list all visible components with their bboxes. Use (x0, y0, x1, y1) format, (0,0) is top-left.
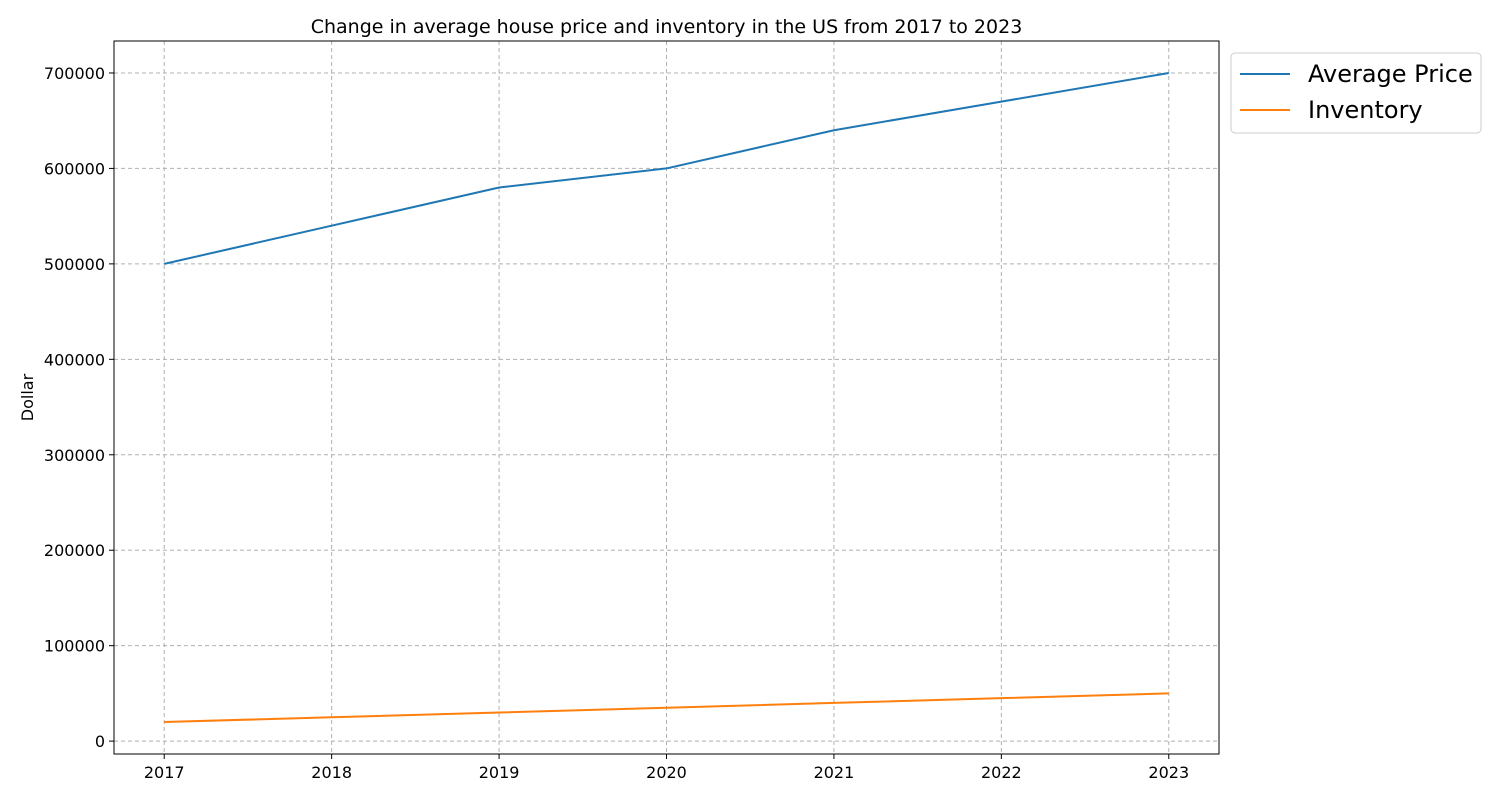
y-tick-label: 0 (95, 732, 105, 751)
y-tick-label: 700000 (44, 64, 105, 83)
legend-label: Average Price (1308, 60, 1473, 88)
x-tick-label: 2021 (814, 763, 855, 782)
y-tick-label: 400000 (44, 350, 105, 369)
y-tick-label: 200000 (44, 541, 105, 560)
x-tick-label: 2020 (646, 763, 687, 782)
axis-ticks: 2017 2018 2019 2020 2021 2022 2023 0 100000 20000… (44, 64, 1189, 782)
legend-box (1230, 52, 1482, 134)
y-tick-label: 300000 (44, 446, 105, 465)
y-tick-label: 500000 (44, 255, 105, 274)
chart-title: Change in average house price and invent… (311, 16, 1023, 38)
x-tick-label: 2022 (981, 763, 1022, 782)
series-layer (164, 71, 1169, 724)
grid (114, 41, 1219, 754)
legend-items: Average Price Inventory (1240, 60, 1473, 124)
series-line-inventory (164, 692, 1169, 724)
x-tick-label: 2019 (479, 763, 520, 782)
legend: Average Price Inventory (1230, 52, 1482, 134)
x-tick-label: 2023 (1148, 763, 1189, 782)
x-tick-label: 2018 (311, 763, 352, 782)
y-axis-label: Dollar (18, 373, 37, 421)
series-line-average-price (164, 71, 1169, 265)
x-tick-label: 2017 (144, 763, 185, 782)
y-tick-label: 600000 (44, 159, 105, 178)
y-tick-label: 100000 (44, 637, 105, 656)
legend-label: Inventory (1308, 96, 1423, 124)
